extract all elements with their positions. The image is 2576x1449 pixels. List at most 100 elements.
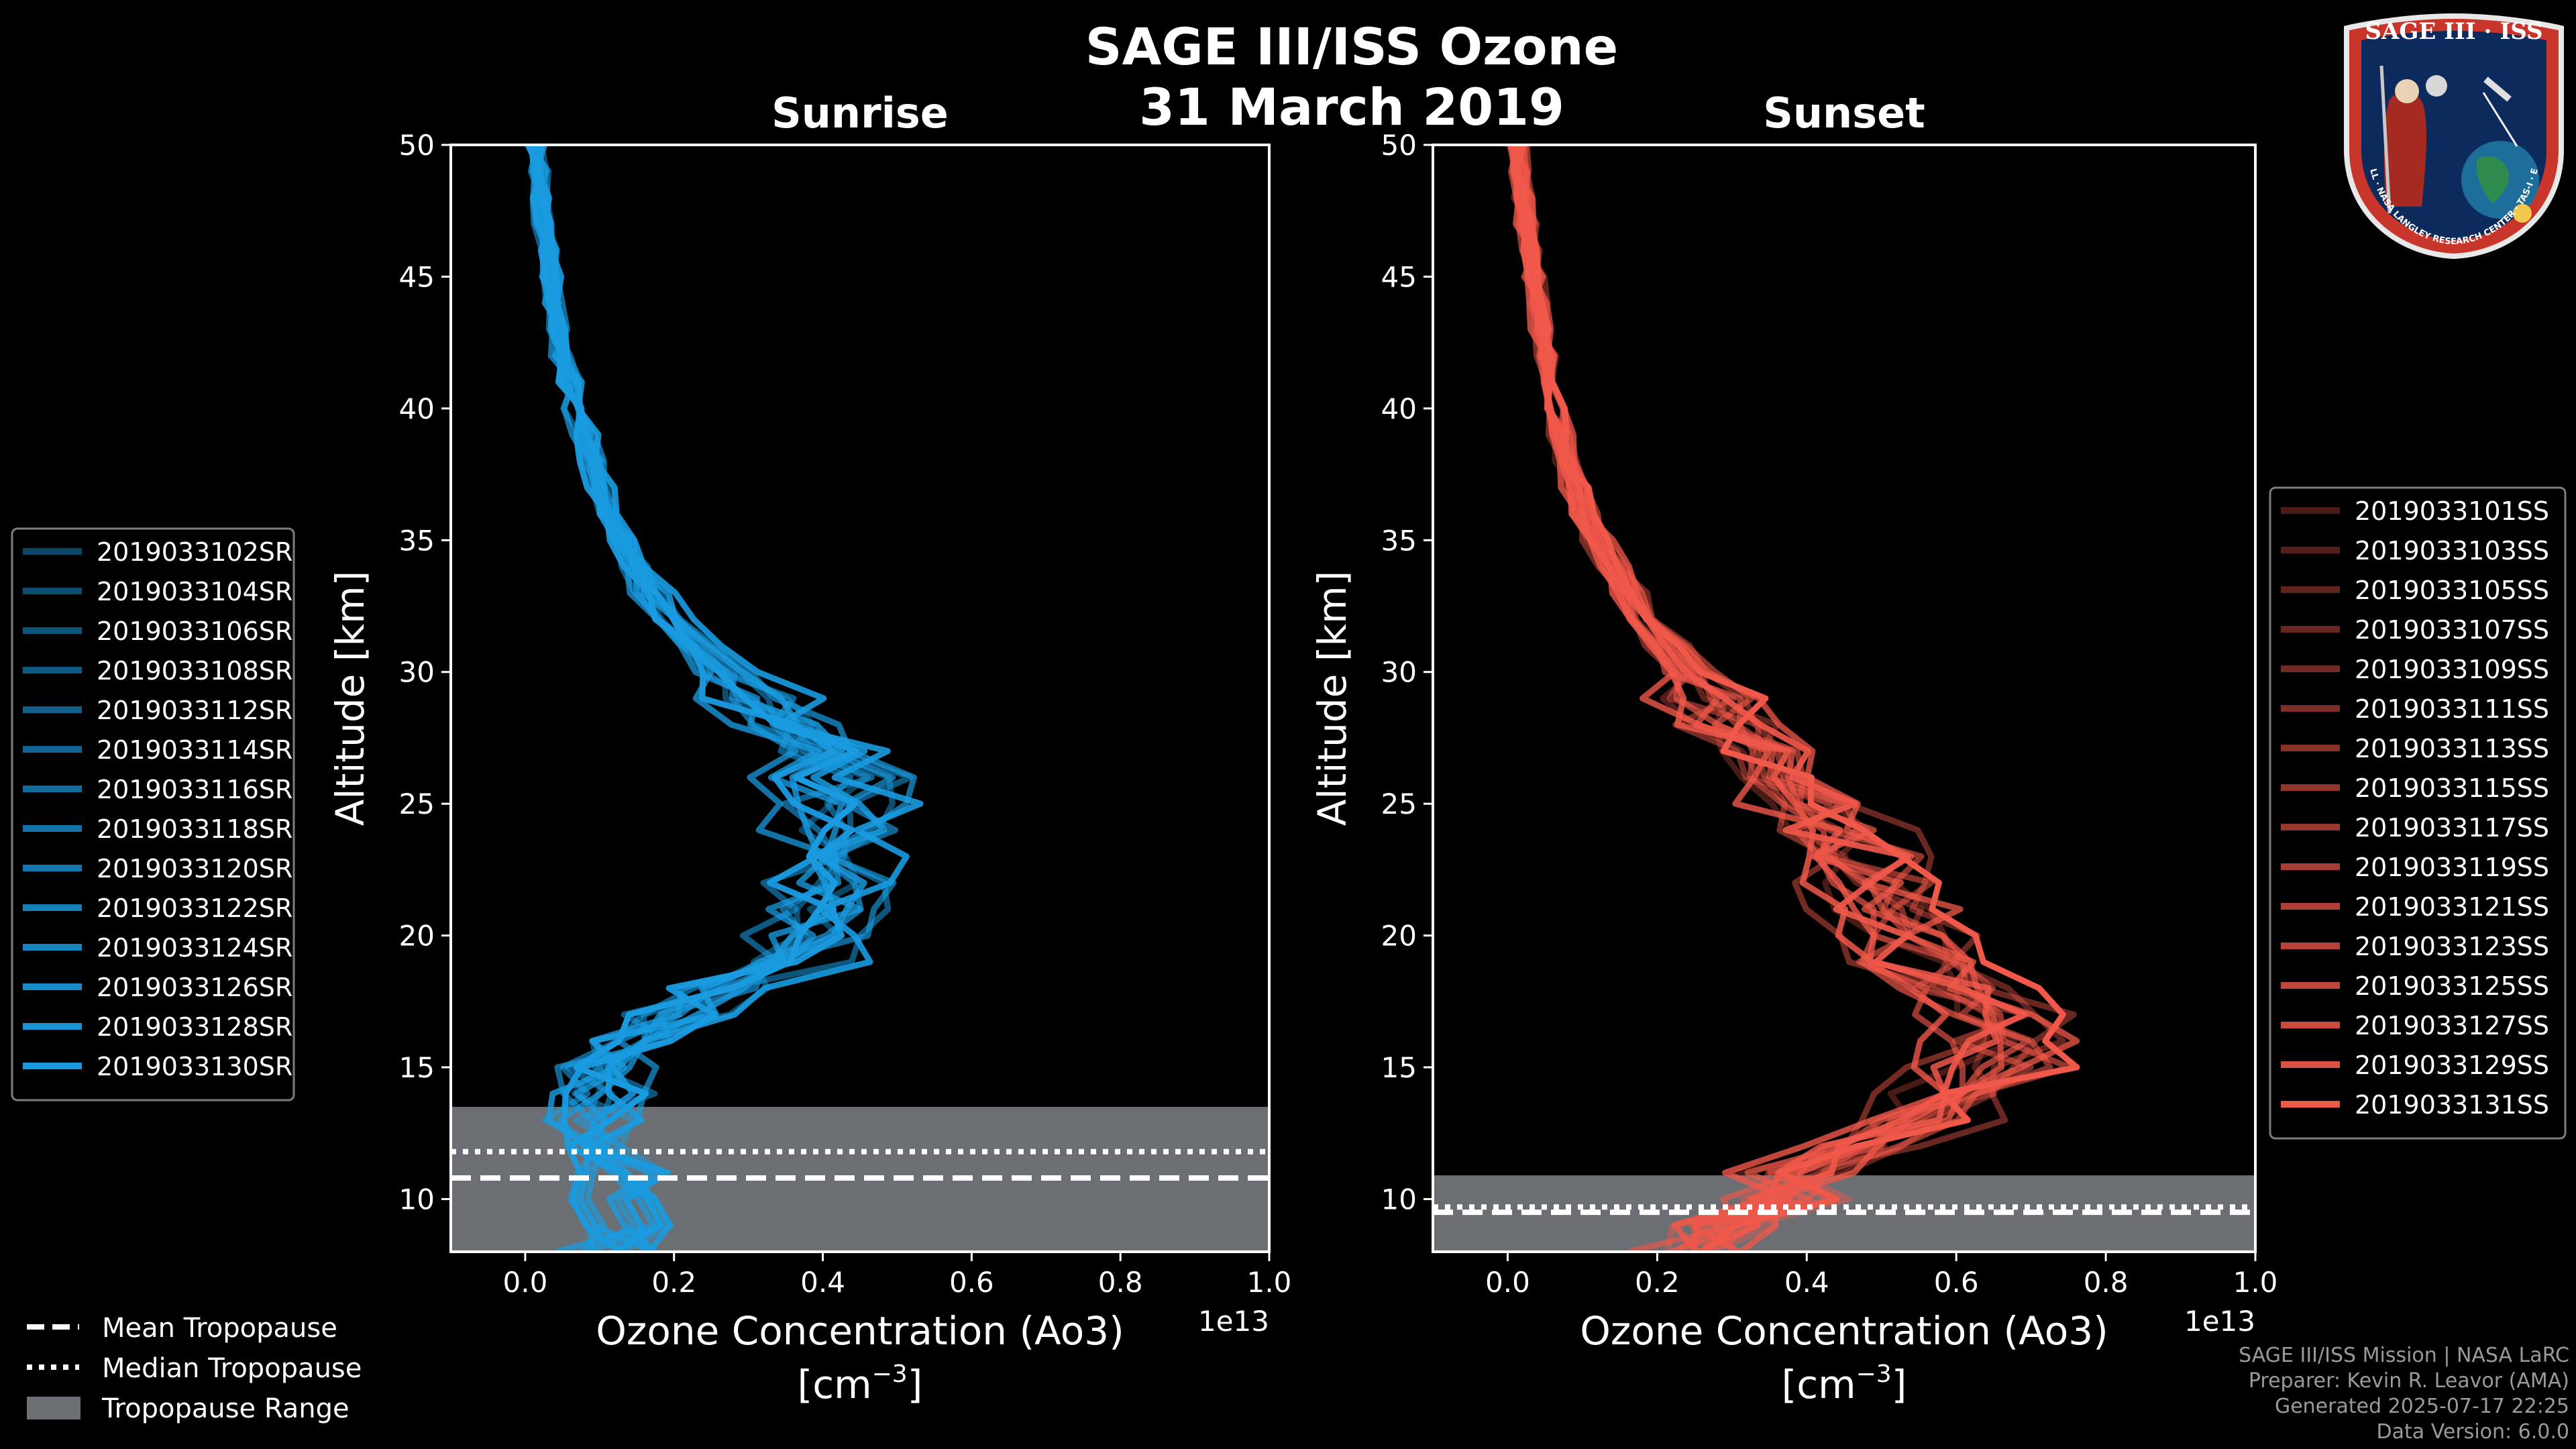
legend-label-2019033116SR: 2019033116SR bbox=[97, 775, 292, 804]
right-panel: 0.0 0.2 0.4 0.6 0.8 1.0 10 15 20 25 30 35 40 45 50 Suns… bbox=[1309, 89, 2567, 1407]
y-tick-label: 40 bbox=[399, 392, 435, 425]
x-tick-label: 1.0 bbox=[2233, 1266, 2278, 1299]
y-tick-label: 50 bbox=[399, 129, 435, 162]
legend-label-2019033101SS: 2019033101SS bbox=[2355, 496, 2549, 526]
logo-space-station bbox=[2483, 76, 2512, 102]
axes-frame bbox=[449, 144, 1271, 1253]
y-tick-label: 20 bbox=[1381, 920, 1417, 953]
logo-sage-figure bbox=[2383, 91, 2426, 207]
logo-beam bbox=[2482, 92, 2518, 147]
legend-label-2019033107SS: 2019033107SS bbox=[2355, 615, 2549, 645]
x-axis-label: Ozone Concentration (Ao3) bbox=[596, 1308, 1124, 1354]
y-tick-label: 25 bbox=[1381, 788, 1417, 820]
x-tick-label: 0.2 bbox=[651, 1266, 696, 1299]
legend-label-2019033106SR: 2019033106SR bbox=[97, 616, 292, 646]
series-line-2019033111SS bbox=[1513, 145, 2034, 1252]
legend-label-2019033130SR: 2019033130SR bbox=[97, 1052, 292, 1081]
legend-label-2019033114SR: 2019033114SR bbox=[97, 735, 292, 765]
x-tick-label: 0.6 bbox=[949, 1266, 994, 1299]
logo-staff bbox=[2379, 65, 2392, 214]
y-tick-label: 10 bbox=[1381, 1183, 1417, 1216]
panel-title: Sunrise bbox=[771, 89, 949, 138]
y-tick-label: 30 bbox=[1381, 656, 1417, 689]
y-tick-label: 45 bbox=[399, 260, 435, 293]
legend-label-2019033123SS: 2019033123SS bbox=[2355, 932, 2549, 961]
legend-label-2019033102SR: 2019033102SR bbox=[97, 537, 292, 567]
series-line-2019033125SS bbox=[1510, 145, 1949, 1252]
legend-label-2019033115SS: 2019033115SS bbox=[2355, 773, 2549, 803]
legend-label-2019033127SS: 2019033127SS bbox=[2355, 1011, 2549, 1040]
chart-panels: 0.0 0.2 0.4 0.6 0.8 1.0 10 15 20 25 30 35 40 45 50 Sunr… bbox=[11, 89, 2567, 1407]
x-tick-label: 0.2 bbox=[1635, 1266, 1680, 1299]
logo-earth-land bbox=[2477, 156, 2510, 203]
legend-label-2019033120SR: 2019033120SR bbox=[97, 854, 292, 883]
x-offset-label: 1e13 bbox=[2184, 1305, 2255, 1338]
median-tropopause-legend-label: Median Tropopause bbox=[102, 1353, 362, 1384]
mean-tropopause-legend-label: Mean Tropopause bbox=[102, 1313, 337, 1344]
y-axis-label: Altitude [km] bbox=[1309, 571, 1355, 826]
footer-credits: SAGE III/ISS Mission | NASA LaRC Prepare… bbox=[2239, 1343, 2569, 1445]
legend-label-2019033109SS: 2019033109SS bbox=[2355, 655, 2549, 684]
legend-label-2019033105SS: 2019033105SS bbox=[2355, 576, 2549, 605]
x-tick-label: 0.4 bbox=[800, 1266, 845, 1299]
y-tick-label: 15 bbox=[399, 1051, 435, 1084]
logo-title: SAGE III · ISS bbox=[2365, 18, 2542, 45]
x-tick-label: 0.6 bbox=[1934, 1266, 1979, 1299]
x-tick-label: 1.0 bbox=[1247, 1266, 1292, 1299]
series-line-2019033119SS bbox=[1508, 145, 2031, 1252]
sage-iii-iss-logo: SAGE III · ISS BALL · NASA LANGLEY RESEA… bbox=[2343, 12, 2564, 260]
logo-sun bbox=[2513, 204, 2532, 223]
x-tick-label: 0.8 bbox=[1098, 1266, 1143, 1299]
legend-label-2019033103SS: 2019033103SS bbox=[2355, 536, 2549, 566]
legend-label-2019033131SS: 2019033131SS bbox=[2355, 1090, 2549, 1120]
legend-label-2019033121SS: 2019033121SS bbox=[2355, 892, 2549, 922]
x-tick-label: 0.8 bbox=[2084, 1266, 2129, 1299]
x-axis-unit: [cm−3] bbox=[798, 1360, 923, 1407]
x-axis-unit: [cm−3] bbox=[1782, 1360, 1907, 1407]
y-tick-label: 25 bbox=[399, 788, 435, 820]
x-tick-label: 0.4 bbox=[1784, 1266, 1829, 1299]
tropopause-range-legend-swatch bbox=[27, 1397, 80, 1419]
legend-label-2019033108SR: 2019033108SR bbox=[97, 656, 292, 686]
legend-label-2019033117SS: 2019033117SS bbox=[2355, 813, 2549, 843]
axes-frame bbox=[1432, 144, 2257, 1253]
y-tick-label: 45 bbox=[1381, 260, 1417, 293]
y-tick-label: 20 bbox=[399, 920, 435, 953]
legend-label-2019033113SS: 2019033113SS bbox=[2355, 734, 2549, 763]
legend-label-2019033104SR: 2019033104SR bbox=[97, 577, 292, 606]
tropopause-range-legend-label: Tropopause Range bbox=[101, 1393, 350, 1424]
panel-title: Sunset bbox=[1763, 89, 1925, 138]
series-line-2019033129SS bbox=[1513, 145, 2027, 1252]
series-line-2019033117SS bbox=[1509, 145, 1966, 1252]
logo-sage-head bbox=[2395, 79, 2419, 103]
series-line-2019033122SR bbox=[533, 145, 867, 1252]
series-legend: 2019033101SS 2019033103SS 2019033105SS 2019… bbox=[2269, 486, 2567, 1140]
legend-label-2019033128SR: 2019033128SR bbox=[97, 1012, 292, 1042]
legend-label-2019033124SR: 2019033124SR bbox=[97, 933, 292, 963]
y-tick-label: 50 bbox=[1381, 129, 1417, 162]
y-tick-label: 30 bbox=[399, 656, 435, 689]
series-line-2019033127SS bbox=[1512, 145, 2000, 1252]
x-tick-label: 0.0 bbox=[503, 1266, 548, 1299]
footer-line-2: Preparer: Kevin R. Leavor (AMA) bbox=[2248, 1369, 2569, 1393]
x-tick-label: 0.0 bbox=[1485, 1266, 1530, 1299]
x-offset-label: 1e13 bbox=[1198, 1305, 1269, 1338]
legend-label-2019033126SR: 2019033126SR bbox=[97, 973, 292, 1002]
y-tick-label: 35 bbox=[399, 524, 435, 557]
y-tick-label: 15 bbox=[1381, 1051, 1417, 1084]
left-panel: 0.0 0.2 0.4 0.6 0.8 1.0 10 15 20 25 30 35 40 45 50 Sunr… bbox=[11, 89, 1292, 1407]
legend-label-2019033122SR: 2019033122SR bbox=[97, 894, 292, 923]
y-axis-label: Altitude [km] bbox=[327, 571, 373, 826]
legend-label-2019033129SS: 2019033129SS bbox=[2355, 1051, 2549, 1080]
legend-label-2019033119SS: 2019033119SS bbox=[2355, 853, 2549, 882]
y-tick-label: 40 bbox=[1381, 392, 1417, 425]
x-axis-label: Ozone Concentration (Ao3) bbox=[1580, 1308, 2108, 1354]
figure-title-line2: 31 March 2019 bbox=[1139, 77, 1564, 137]
figure-title-line1: SAGE III/ISS Ozone bbox=[1085, 17, 1618, 76]
footer-line-1: SAGE III/ISS Mission | NASA LaRC bbox=[2239, 1344, 2569, 1367]
legend-label-2019033125SS: 2019033125SS bbox=[2355, 971, 2549, 1001]
series-legend-box bbox=[2269, 486, 2567, 1140]
tropopause-legend: Mean Tropopause Median Tropopause Tropop… bbox=[27, 1313, 362, 1424]
series-line-2019033131SS bbox=[1509, 145, 2080, 1252]
